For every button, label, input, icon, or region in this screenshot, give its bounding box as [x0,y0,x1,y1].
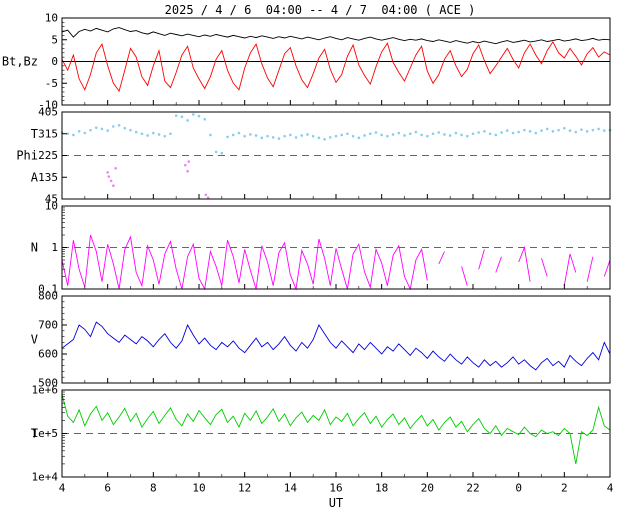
tick-label: 0.1 [38,283,58,296]
tick-label: 4 [607,482,614,495]
tick-label: 1 [51,241,58,254]
tick-label: 500 [38,377,58,390]
x-tick-labels: 4 6 8 10 12 14 16 18 20 22 0 2 4 [59,482,614,495]
tick-label: -5 [45,77,58,90]
tick-label: Bt,Bz [2,55,38,69]
tick-label: 1e+6 [32,384,59,397]
tick-label: 8 [150,482,157,495]
tick-label: 6 [104,482,111,495]
tick-label: 1e+4 [32,471,59,484]
tick-label: 315 [38,127,58,140]
tick-label: 135 [38,171,58,184]
tick-label: 0 [515,482,522,495]
tick-label: 20 [421,482,434,495]
tick-label: T [31,127,38,141]
tick-label: 1e+5 [32,427,59,440]
tick-label: 10 [45,12,58,25]
tick-label: 10 [192,482,205,495]
tick-label: -10 [38,99,58,112]
series-Phi-flagged [106,160,210,200]
series-Bt [61,27,611,45]
series-Phi [60,113,612,155]
panel-temperature: 1e+4 1e+5 1e+6 T [31,384,611,484]
tick-label: 0 [51,55,58,68]
tick-label: 2 [561,482,568,495]
panel-frame [61,389,611,478]
tick-label: 405 [38,106,58,119]
tick-label: Phi [16,149,38,163]
tick-label: 5 [51,33,58,46]
panel-frame [61,205,611,290]
tick-label: 700 [38,319,58,332]
x-axis-label: UT [328,496,344,510]
panel-density: 0.1 1 10 N [31,200,611,296]
series-V [61,321,611,371]
panel-speed: 500 600 700 800 V [31,290,611,390]
tick-label: 800 [38,290,58,303]
series-N [61,234,611,291]
chart-title: 2025 / 4 / 6 04:00 -- 4 / 7 04:00 ( ACE … [164,3,476,17]
tick-label: V [31,333,38,347]
panel-magnetic-field: -10 -5 0 5 10 Bt,Bz [2,12,611,112]
tick-label: 600 [38,348,58,361]
series-Bz [61,41,611,93]
panel-frame [61,111,611,200]
tick-label: 14 [284,482,298,495]
series-T [61,394,611,464]
tick-label: 225 [38,149,58,162]
tick-label: 4 [59,482,66,495]
tick-label: T [31,427,38,441]
tick-label: 16 [329,482,342,495]
tick-label: A [31,170,39,184]
tick-label: 12 [238,482,251,495]
tick-label: N [31,241,38,255]
panel-frame [61,295,611,384]
tick-label: 10 [45,200,58,213]
tick-label: 18 [375,482,388,495]
tick-label: 45 [45,193,58,206]
tick-label: 22 [466,482,479,495]
